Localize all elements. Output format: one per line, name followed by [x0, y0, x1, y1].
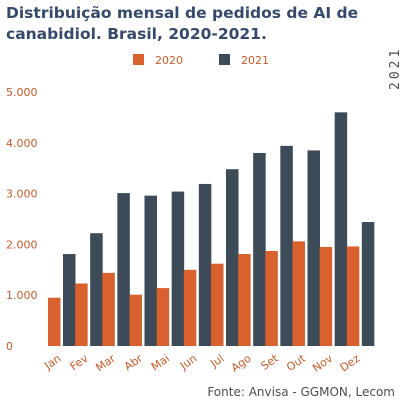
y-tick-label: 3.000	[6, 188, 38, 201]
bar-2021-jan	[63, 254, 76, 346]
chart-title: Distribuição mensal de pedidos de AI de …	[6, 4, 359, 43]
bar-2020-ago	[238, 254, 251, 346]
x-tick-label: Ago	[229, 352, 254, 375]
side-year-label: 2021	[388, 46, 403, 90]
y-tick-label: 4.000	[6, 137, 38, 150]
y-tick-label: 0	[6, 340, 13, 353]
bar-2021-jun	[198, 183, 212, 346]
x-tick-label: Fev	[68, 352, 91, 374]
y-tick-label: 1.000	[6, 289, 38, 302]
x-tick-label: Set	[259, 351, 282, 372]
y-tick-label: 5.000	[6, 86, 38, 99]
x-tick-label: Out	[284, 351, 308, 373]
x-tick-label: Abr	[122, 352, 145, 374]
bar-2021-set	[280, 145, 293, 346]
bar-2021-out	[307, 150, 320, 346]
bar-2021-nov	[334, 112, 348, 346]
bar-2021-fev	[90, 233, 103, 346]
bar-2021-mar	[117, 193, 130, 346]
bar-2020-set	[265, 251, 278, 346]
legend-label-2021: 2021	[241, 54, 269, 67]
x-tick-label: Jan	[41, 352, 63, 373]
bar-2020-dez	[346, 246, 360, 346]
legend-swatch-2020	[133, 54, 144, 65]
x-tick-label: Dez	[338, 352, 363, 375]
bar-2020-jul	[211, 263, 224, 346]
x-tick-label: Jul	[207, 352, 226, 371]
bar-2020-mar	[102, 272, 115, 346]
bar-2021-mai	[171, 191, 185, 346]
y-tick-label: 2.000	[6, 238, 38, 251]
x-tick-label: Nov	[310, 352, 335, 375]
bar-2020-fev	[75, 283, 88, 346]
bar-2021-ago	[253, 152, 266, 346]
x-tick-label: Jun	[177, 352, 199, 373]
bars	[48, 112, 375, 346]
x-tick-label: Mar	[93, 352, 118, 375]
legend-label-2020: 2020	[155, 54, 183, 67]
legend: 2020 2021	[133, 54, 269, 67]
x-tick-label: Mai	[149, 352, 172, 374]
bar-2020-abr	[129, 294, 142, 346]
bar-2020-mai	[156, 288, 170, 346]
legend-swatch-2021	[219, 54, 230, 65]
bar-2021-jul	[226, 169, 239, 346]
bar-2021-abr	[144, 195, 157, 346]
bar-2021-dez	[361, 222, 375, 346]
bar-2020-jun	[183, 269, 197, 346]
source-note: Fonte: Anvisa - GGMON, Lecom	[207, 385, 395, 399]
bar-2020-out	[292, 241, 305, 346]
bar-2020-jan	[48, 297, 61, 346]
bar-2020-nov	[319, 246, 333, 346]
